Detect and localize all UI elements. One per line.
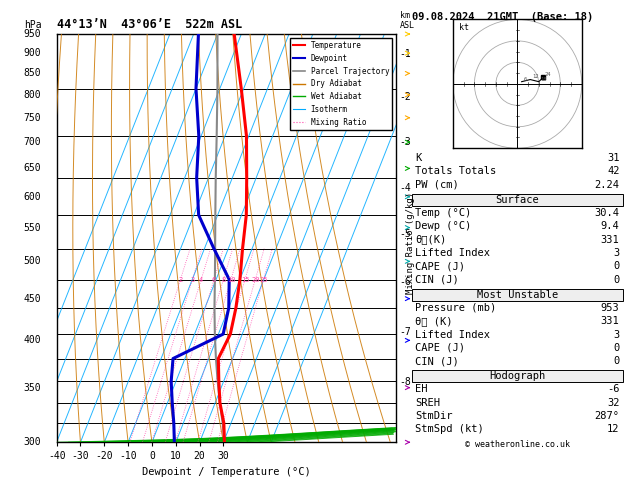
Text: 09.08.2024  21GMT  (Base: 18): 09.08.2024 21GMT (Base: 18) [412, 12, 593, 22]
Text: 2.24: 2.24 [594, 180, 620, 190]
Text: 0: 0 [613, 356, 620, 366]
Text: K: K [415, 153, 421, 163]
Text: 750: 750 [24, 113, 42, 123]
Text: Lifted Index: Lifted Index [415, 330, 490, 340]
Text: Pressure (mb): Pressure (mb) [415, 303, 496, 313]
Text: 10: 10 [226, 277, 235, 282]
Text: CAPE (J): CAPE (J) [415, 261, 465, 271]
Text: 331: 331 [601, 235, 620, 244]
Text: 12: 12 [607, 424, 620, 434]
Text: 4: 4 [199, 277, 203, 282]
Text: 0: 0 [613, 275, 620, 285]
Text: 400: 400 [24, 335, 42, 346]
Text: -8: -8 [399, 378, 411, 387]
Text: -5: -5 [399, 229, 411, 240]
Text: 953: 953 [601, 303, 620, 313]
Text: 550: 550 [24, 223, 42, 233]
Text: 350: 350 [24, 382, 42, 393]
Text: Surface: Surface [496, 195, 539, 205]
Text: 20: 20 [251, 277, 260, 282]
Text: -6: -6 [399, 278, 411, 287]
Text: 6: 6 [212, 277, 216, 282]
Text: hPa: hPa [24, 20, 42, 30]
Text: 800: 800 [24, 90, 42, 100]
Text: 31: 31 [607, 153, 620, 163]
Text: © weatheronline.co.uk: © weatheronline.co.uk [465, 440, 570, 450]
Text: 15: 15 [241, 277, 249, 282]
Text: 650: 650 [24, 163, 42, 174]
Text: -2: -2 [399, 92, 411, 102]
Text: 3: 3 [613, 248, 620, 258]
Text: θᴇ (K): θᴇ (K) [415, 316, 453, 326]
Text: 8: 8 [221, 277, 226, 282]
Text: -4: -4 [399, 183, 411, 192]
Text: 12: 12 [532, 74, 538, 80]
Text: kt: kt [459, 23, 469, 32]
Text: SREH: SREH [415, 398, 440, 408]
Text: Dewp (°C): Dewp (°C) [415, 221, 471, 231]
Text: 900: 900 [24, 48, 42, 58]
Text: 18: 18 [540, 77, 547, 82]
Text: 287°: 287° [594, 411, 620, 421]
Legend: Temperature, Dewpoint, Parcel Trajectory, Dry Adiabat, Wet Adiabat, Isotherm, Mi: Temperature, Dewpoint, Parcel Trajectory… [290, 38, 392, 130]
Text: Most Unstable: Most Unstable [477, 290, 558, 300]
Text: EH: EH [415, 384, 428, 394]
Text: 300: 300 [24, 437, 42, 447]
Text: 25: 25 [259, 277, 268, 282]
Text: CAPE (J): CAPE (J) [415, 343, 465, 353]
Text: 950: 950 [24, 29, 42, 39]
X-axis label: Dewpoint / Temperature (°C): Dewpoint / Temperature (°C) [142, 467, 311, 477]
Text: 0: 0 [613, 343, 620, 353]
Text: CIN (J): CIN (J) [415, 275, 459, 285]
Text: 9.4: 9.4 [601, 221, 620, 231]
Text: -1: -1 [399, 49, 411, 59]
Text: -3: -3 [399, 137, 411, 147]
Text: 24: 24 [545, 72, 552, 77]
Text: -7: -7 [399, 327, 411, 337]
Text: Lifted Index: Lifted Index [415, 248, 490, 258]
Text: PW (cm): PW (cm) [415, 180, 459, 190]
Text: 850: 850 [24, 69, 42, 78]
Text: 0: 0 [613, 261, 620, 271]
Text: StmDir: StmDir [415, 411, 453, 421]
Text: θᴇ(K): θᴇ(K) [415, 235, 447, 244]
Text: StmSpd (kt): StmSpd (kt) [415, 424, 484, 434]
Text: 700: 700 [24, 137, 42, 147]
Text: 6: 6 [523, 77, 526, 82]
Text: 600: 600 [24, 192, 42, 202]
Text: 3: 3 [190, 277, 194, 282]
Text: Mixing Ratio (g/kg): Mixing Ratio (g/kg) [406, 192, 415, 294]
Text: 331: 331 [601, 316, 620, 326]
Text: 450: 450 [24, 294, 42, 304]
Text: 3: 3 [613, 330, 620, 340]
Text: 2: 2 [178, 277, 182, 282]
Text: Temp (°C): Temp (°C) [415, 208, 471, 218]
Text: -6: -6 [607, 384, 620, 394]
Text: Hodograph: Hodograph [489, 371, 545, 382]
Text: CIN (J): CIN (J) [415, 356, 459, 366]
Text: 30.4: 30.4 [594, 208, 620, 218]
Text: 32: 32 [607, 398, 620, 408]
Text: km
ASL: km ASL [399, 11, 415, 30]
Text: 44°13’N  43°06’E  522m ASL: 44°13’N 43°06’E 522m ASL [57, 18, 242, 32]
Text: Totals Totals: Totals Totals [415, 166, 496, 176]
Text: 42: 42 [607, 166, 620, 176]
Text: 500: 500 [24, 256, 42, 266]
